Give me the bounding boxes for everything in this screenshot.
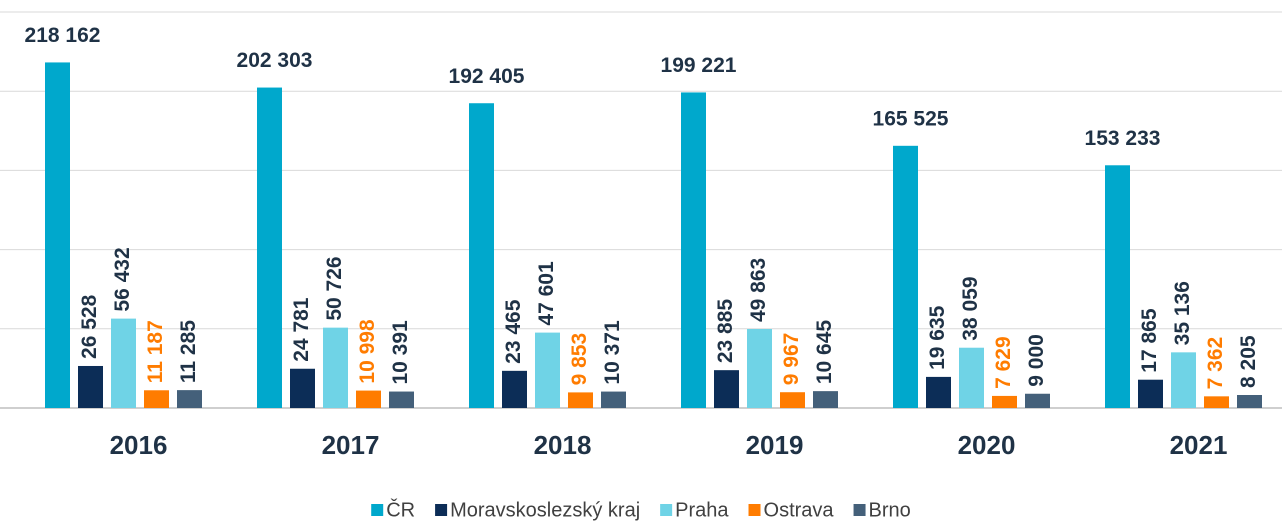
legend-label: Brno [869, 499, 911, 521]
value-label: 10 645 [813, 320, 836, 385]
value-label: 9 853 [568, 333, 591, 386]
bar [290, 368, 315, 408]
bar [780, 392, 805, 408]
legend-label: Praha [675, 499, 729, 521]
bar [45, 62, 70, 408]
bar [257, 87, 282, 408]
value-label: 10 391 [389, 320, 412, 385]
value-label: 7 629 [992, 336, 1015, 389]
bar [1138, 379, 1163, 408]
bar [926, 376, 951, 408]
value-label: 202 303 [237, 49, 313, 72]
value-label: 23 885 [714, 299, 737, 364]
bar [714, 370, 739, 408]
legend-swatch [371, 504, 384, 516]
bar [681, 92, 706, 409]
bar [389, 391, 414, 408]
value-label: 10 998 [356, 319, 379, 384]
bar [469, 103, 494, 409]
bar [111, 318, 136, 408]
value-label: 11 285 [177, 320, 200, 383]
value-label: 23 465 [502, 299, 525, 364]
bar [78, 365, 103, 408]
legend-swatch [853, 504, 866, 516]
value-label: 19 635 [926, 305, 949, 370]
legend-swatch [435, 504, 448, 516]
bar [813, 391, 838, 408]
x-tick-label: 2020 [958, 430, 1016, 460]
value-label: 9 967 [780, 333, 803, 386]
legend-label: Ostrava [764, 499, 835, 521]
value-label: 199 221 [661, 54, 737, 77]
legend-label: ČR [386, 498, 415, 521]
bar [992, 395, 1017, 408]
x-tick-label: 2018 [534, 430, 592, 460]
bar [323, 327, 348, 408]
value-label: 50 726 [323, 256, 346, 320]
value-label: 35 136 [1171, 281, 1194, 345]
value-label: 17 865 [1138, 308, 1161, 373]
value-label: 192 405 [449, 65, 525, 88]
bar [893, 145, 918, 408]
x-tick-label: 2016 [110, 430, 168, 460]
bar [144, 390, 169, 408]
value-label: 56 432 [111, 247, 134, 311]
value-label: 11 187 [144, 320, 167, 383]
legend-swatch [660, 504, 673, 516]
value-label: 7 362 [1204, 337, 1227, 390]
bar [1171, 352, 1196, 408]
bar [747, 329, 772, 408]
bar [535, 332, 560, 408]
value-label: 38 059 [959, 276, 982, 340]
value-label: 47 601 [535, 261, 558, 326]
bar [502, 370, 527, 408]
value-label: 153 233 [1085, 127, 1161, 150]
value-label: 49 863 [747, 258, 770, 322]
bar [356, 390, 381, 408]
value-label: 8 205 [1237, 335, 1260, 388]
legend-swatch [748, 504, 761, 516]
value-label: 10 371 [601, 320, 624, 385]
bar [1204, 396, 1229, 408]
value-label: 24 781 [290, 297, 313, 362]
bar [959, 347, 984, 408]
bar [1237, 395, 1262, 408]
x-tick-label: 2019 [746, 430, 804, 460]
bar [601, 391, 626, 408]
legend-label: Moravskoslezský kraj [450, 499, 640, 521]
x-tick-label: 2017 [322, 430, 380, 460]
bar [1025, 393, 1050, 408]
value-label: 26 528 [78, 294, 101, 359]
x-tick-label: 2021 [1170, 430, 1228, 460]
value-label: 218 162 [25, 24, 101, 47]
value-label: 165 525 [873, 107, 949, 130]
value-label: 9 000 [1025, 334, 1048, 387]
bar [1105, 165, 1130, 408]
bar [177, 390, 202, 408]
bar [568, 392, 593, 408]
legend: ČR Moravskoslezský kraj Praha Ostrava Brno [371, 498, 911, 521]
